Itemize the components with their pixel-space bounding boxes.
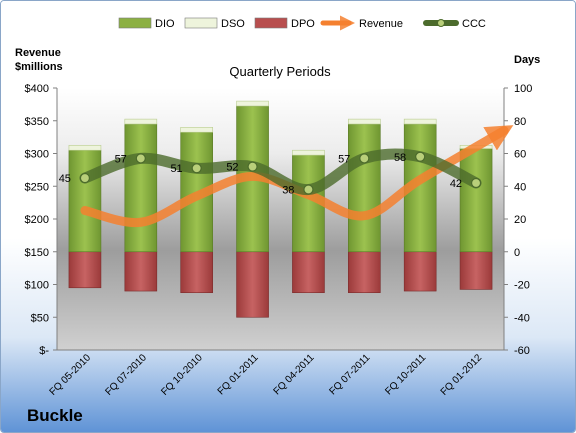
left-axis: $- $50 $100 $150 $200 $250 $300 $350 $400	[25, 83, 58, 357]
ccc-data-label: 57	[115, 153, 127, 165]
left-tick-label: $100	[25, 280, 49, 292]
legend-marker-ccc	[437, 19, 445, 27]
right-tick-label: 20	[514, 214, 526, 226]
dso-bar	[68, 145, 102, 151]
dio-bar	[124, 123, 158, 253]
right-tick-label: 60	[514, 149, 526, 161]
legend-label: DSO	[221, 18, 245, 30]
ccc-point	[191, 163, 202, 174]
ccc-line	[79, 148, 482, 196]
dpo-bar	[348, 251, 381, 293]
ccc-point	[303, 184, 314, 195]
dso-bar	[403, 118, 437, 125]
ccc-point	[359, 153, 370, 164]
left-tick-label: $350	[25, 116, 49, 128]
ccc-data-label: 52	[226, 162, 238, 174]
company-name: Buckle	[27, 406, 83, 425]
ccc-data-label: 42	[450, 178, 462, 190]
legend-swatch-dio	[118, 17, 152, 29]
dio-bar	[68, 149, 102, 253]
ccc-data-label: 38	[282, 185, 294, 197]
legend-swatch-dso	[184, 17, 218, 29]
legend-label: CCC	[462, 18, 486, 30]
right-tick-label: -20	[514, 280, 530, 292]
legend-label: DPO	[291, 18, 315, 30]
left-tick-label: $400	[25, 83, 49, 95]
right-tick-label: -40	[514, 312, 530, 324]
right-tick-label: -60	[514, 345, 530, 357]
legend: DIO DSO DPO Revenue CCC	[118, 15, 486, 31]
ccc-data-label: 57	[338, 153, 350, 165]
left-tick-label: $50	[31, 312, 49, 324]
right-tick-label: 0	[514, 247, 520, 259]
ccc-point	[415, 151, 426, 162]
ccc-series: 45 57 51 52 38 57 58 42	[59, 148, 482, 197]
legend-label: DIO	[155, 18, 175, 30]
ccc-point	[135, 153, 146, 164]
ccc-point	[79, 172, 91, 184]
dpo-bar	[236, 251, 269, 318]
dso-bar	[124, 118, 158, 125]
dso-bar	[180, 127, 213, 133]
dio-bar	[459, 148, 493, 253]
dso-bar	[348, 118, 381, 125]
ccc-data-label: 58	[394, 152, 406, 164]
dso-bar	[236, 100, 269, 107]
left-tick-label: $200	[25, 214, 49, 226]
left-tick-label: $-	[39, 345, 49, 357]
dio-bar	[348, 123, 381, 253]
right-tick-label: 80	[514, 116, 526, 128]
dpo-bar	[68, 251, 102, 289]
ccc-data-label: 51	[170, 163, 182, 175]
ccc-point	[470, 177, 482, 189]
ccc-point	[247, 161, 258, 172]
left-axis-label-line1: Revenue	[15, 47, 61, 59]
right-tick-label: 100	[514, 83, 532, 95]
dso-bar	[292, 149, 325, 156]
dpo-bar	[403, 251, 437, 292]
chart-title: Quarterly Periods	[229, 64, 331, 79]
ccc-data-label: 45	[59, 173, 71, 185]
left-tick-label: $250	[25, 181, 49, 193]
right-axis-label: Days	[514, 54, 540, 66]
dpo-bar	[459, 251, 493, 290]
dpo-bar	[124, 251, 158, 292]
left-axis-label-line2: $millions	[15, 61, 63, 73]
left-tick-label: $300	[25, 149, 49, 161]
legend-label: Revenue	[359, 18, 403, 30]
legend-swatch-dpo	[254, 17, 288, 29]
dpo-bar	[180, 251, 213, 293]
right-tick-label: 40	[514, 181, 526, 193]
left-tick-label: $150	[25, 247, 49, 259]
dpo-bar	[292, 251, 325, 293]
